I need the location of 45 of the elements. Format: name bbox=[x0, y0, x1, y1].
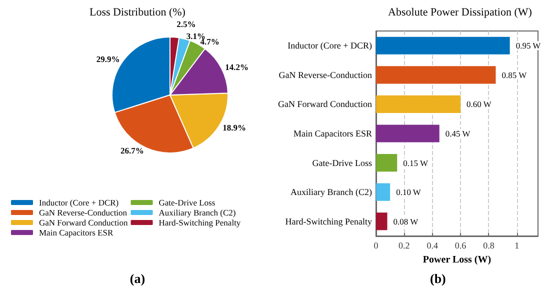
data-label: 18.9% bbox=[222, 122, 246, 133]
x-tick-label: 0.8 bbox=[483, 240, 495, 250]
data-label: 26.7% bbox=[120, 146, 144, 156]
x-tick-label: 0.2 bbox=[398, 240, 410, 250]
y-tick-label: Main Capacitors ESR bbox=[293, 128, 372, 138]
x-tick-label: 0 bbox=[374, 240, 379, 250]
x-tick-label: 1 bbox=[514, 240, 520, 250]
x-tick-label: 0.6 bbox=[454, 240, 467, 250]
bar bbox=[376, 183, 390, 201]
legend-label: Inductor (Core + DCR) bbox=[39, 198, 119, 208]
legend-label: GaN Forward Conduction bbox=[39, 218, 129, 228]
legend-label: Main Capacitors ESR bbox=[39, 228, 114, 238]
legend-label: Auxiliary Branch (C2) bbox=[158, 208, 236, 218]
bar bbox=[376, 124, 440, 142]
data-label: 0.15 W bbox=[403, 158, 428, 168]
bar bbox=[376, 36, 510, 54]
data-label: 29.9% bbox=[96, 54, 120, 64]
text: (b) bbox=[430, 271, 446, 286]
data-label: 0.45 W bbox=[445, 128, 470, 138]
data-label: 3.1% bbox=[186, 30, 206, 41]
bar bbox=[376, 154, 398, 172]
x-tick-label: 0.4 bbox=[426, 240, 438, 250]
y-tick-label: Inductor (Core + DCR) bbox=[288, 40, 372, 51]
x-axis-title: Power Loss (W) bbox=[422, 254, 492, 266]
y-tick-label: Gate-Drive Loss bbox=[312, 158, 372, 168]
data-label: 0.60 W bbox=[466, 99, 492, 110]
bar bbox=[376, 95, 461, 113]
y-tick-label: Auxiliary Branch (C2) bbox=[290, 187, 372, 198]
y-tick-label: GaN Reverse-Conduction bbox=[278, 70, 372, 80]
chart-title: Absolute Power Dissipation (W) bbox=[388, 6, 532, 18]
chart-title: Loss Distribution (%) bbox=[90, 6, 186, 18]
data-label: 0.95 W bbox=[516, 40, 541, 51]
data-label: 2.5% bbox=[176, 19, 196, 30]
bar bbox=[376, 66, 496, 84]
legend-label: Gate-Drive Loss bbox=[158, 198, 216, 208]
data-label: 14.2% bbox=[225, 62, 249, 72]
data-label: 0.08 W bbox=[393, 216, 418, 226]
data-label: 0.10 W bbox=[396, 187, 421, 198]
y-tick-label: GaN Forward Conduction bbox=[278, 99, 372, 110]
data-label: 0.85 W bbox=[502, 70, 527, 80]
y-tick-label: Hard-Switching Penalty bbox=[285, 216, 372, 226]
text: (a) bbox=[130, 271, 146, 286]
bar bbox=[376, 212, 388, 230]
legend-label: GaN Reverse-Conduction bbox=[39, 208, 128, 218]
legend-label: Hard-Switching Penalty bbox=[158, 218, 242, 228]
